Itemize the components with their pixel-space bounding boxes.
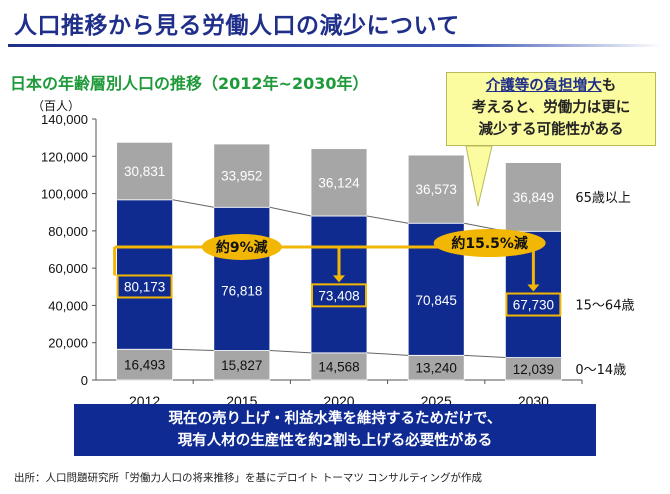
data-label-bar-age-15-64: 73,408	[318, 288, 359, 303]
data-label-bar-age-65-plus: 36,849	[513, 190, 554, 205]
bar-age-65-plus	[116, 141, 173, 201]
callout-line3: 減少する可能性がある	[478, 122, 624, 138]
data-label-bar-age-15-64: 76,818	[221, 283, 262, 298]
decline-arrowhead	[333, 275, 345, 283]
y-tick-label: 120,000	[41, 149, 88, 164]
y-tick-label: 0	[81, 373, 88, 388]
trend-connector-line	[464, 354, 506, 359]
series-label: 0〜14歳	[575, 363, 626, 378]
data-label-bar-age-0-14: 16,493	[124, 358, 165, 373]
data-label-bar-age-0-14: 12,039	[513, 362, 554, 377]
title-divider	[8, 44, 662, 47]
bar-age-15-64	[213, 206, 271, 351]
trend-connector-line	[172, 199, 214, 208]
bar-age-0-14	[310, 352, 368, 381]
trend-connector-line	[269, 206, 312, 217]
bar-age-65-plus	[407, 154, 465, 224]
callout-line2: 考えると、労働力は更に	[471, 100, 631, 116]
conclusion-banner: 現在の売り上げ・利益水準を維持するためだけで、 現有人材の生産性を約2割も上げる…	[74, 404, 596, 456]
trend-connector-line	[269, 349, 312, 354]
callout-highlight: 介護等の負担増大	[485, 78, 602, 94]
decline-label-15pct: 約15.5%減	[451, 235, 528, 252]
decline-arrowhead	[527, 284, 540, 292]
bar-age-65-plus	[310, 148, 368, 217]
series-label: 15〜64歳	[575, 299, 634, 314]
bar-age-0-14	[407, 354, 465, 381]
decline-label-9pct: 約9%減	[216, 239, 268, 256]
trend-connector-line	[366, 352, 409, 356]
series-label: 65歳以上	[575, 191, 631, 206]
source-note: 出所：人口問題研究所「労働力人口の将来推移」を基にデロイト トーマツ コンサルテ…	[14, 472, 483, 484]
data-label-bar-age-0-14: 15,827	[221, 358, 262, 373]
page-title: 人口推移から見る労働人口の減少について	[14, 13, 460, 39]
y-tick-label: 80,000	[48, 224, 88, 239]
caregiving-callout: 介護等の負担増大も 考えると、労働力は更に 減少する可能性がある	[446, 72, 656, 146]
decline-badge-15pct	[433, 229, 546, 257]
highlight-frame	[505, 292, 562, 317]
data-label-bar-age-65-plus: 36,124	[318, 175, 360, 190]
decline-badge-9pct	[201, 234, 282, 260]
data-label-bar-age-0-14: 13,240	[416, 361, 457, 376]
conclusion-line1: 現在の売り上げ・利益水準を維持するためだけで、	[168, 411, 502, 427]
bar-age-0-14	[213, 350, 271, 381]
trend-connector-line	[172, 348, 214, 351]
data-label-bar-age-15-64: 67,730	[513, 298, 554, 313]
highlight-frame	[311, 283, 367, 308]
callout-pointer-tail	[465, 145, 493, 207]
bar-age-65-plus	[504, 162, 562, 232]
conclusion-line2: 現有人材の生産性を約2割も上げる必要性がある	[177, 433, 493, 449]
bar-age-65-plus	[213, 143, 271, 208]
highlight-frame	[116, 274, 173, 299]
y-tick-label: 20,000	[48, 336, 88, 351]
y-tick-label: 60,000	[48, 261, 88, 276]
callout-line1-rest: も	[601, 78, 617, 94]
y-tick-label: 140,000	[41, 112, 88, 127]
data-label-bar-age-15-64: 80,173	[124, 279, 165, 294]
y-tick-label: 100,000	[41, 187, 88, 202]
data-label-bar-age-65-plus: 30,831	[124, 164, 165, 179]
chart-title: 日本の年齢層別人口の推移（2012年~2030年）	[10, 74, 369, 93]
data-label-bar-age-15-64: 70,845	[416, 293, 457, 308]
trend-connector-line	[366, 215, 409, 224]
data-label-bar-age-0-14: 14,568	[318, 359, 359, 374]
data-label-bar-age-65-plus: 36,573	[416, 182, 457, 197]
y-tick-label: 40,000	[48, 298, 88, 313]
y-axis-unit: （百人）	[32, 99, 80, 113]
data-label-bar-age-65-plus: 33,952	[221, 169, 262, 184]
